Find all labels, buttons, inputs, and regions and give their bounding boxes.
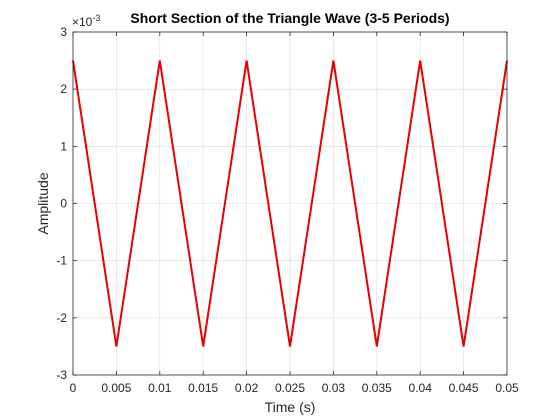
- chart-title: Short Section of the Triangle Wave (3-5 …: [130, 10, 449, 26]
- x-tick-label: 0.05: [495, 381, 519, 395]
- grid: [73, 32, 507, 375]
- x-tick-label: 0.015: [188, 381, 218, 395]
- y-tick-label: -3: [56, 368, 67, 382]
- series-layer: [72, 60, 508, 347]
- x-tick-label: 0.035: [362, 381, 392, 395]
- y-tick-label: -1: [56, 254, 67, 268]
- tick-labels: 0 0.005 0.01 0.015 0.02 0.025 0.03 0.035 0.04 0.0…: [56, 25, 519, 395]
- y-tick-label: 2: [60, 82, 67, 96]
- x-tick-label: 0.04: [409, 381, 433, 395]
- triangle-wave-line: [72, 60, 508, 347]
- x-tick-label: 0.01: [148, 381, 172, 395]
- y-axis-label: Amplitude: [35, 172, 51, 234]
- x-tick-label: 0: [70, 381, 77, 395]
- x-tick-label: 0.03: [322, 381, 346, 395]
- tick-marks: [72, 31, 508, 376]
- y-tick-label: 3: [60, 25, 67, 39]
- x-axis-label: Time (s): [265, 399, 316, 415]
- x-tick-label: 0.045: [449, 381, 479, 395]
- y-tick-label: 1: [60, 139, 67, 153]
- x-tick-label: 0.025: [275, 381, 305, 395]
- x-tick-label: 0.005: [101, 381, 131, 395]
- y-tick-label: -2: [56, 311, 67, 325]
- y-multiplier-exponent: -3: [92, 13, 100, 23]
- y-multiplier-base: ×10: [72, 15, 93, 29]
- y-axis-multiplier: ×10-3: [72, 13, 100, 29]
- y-tick-label: 0: [60, 197, 67, 211]
- x-tick-label: 0.02: [235, 381, 259, 395]
